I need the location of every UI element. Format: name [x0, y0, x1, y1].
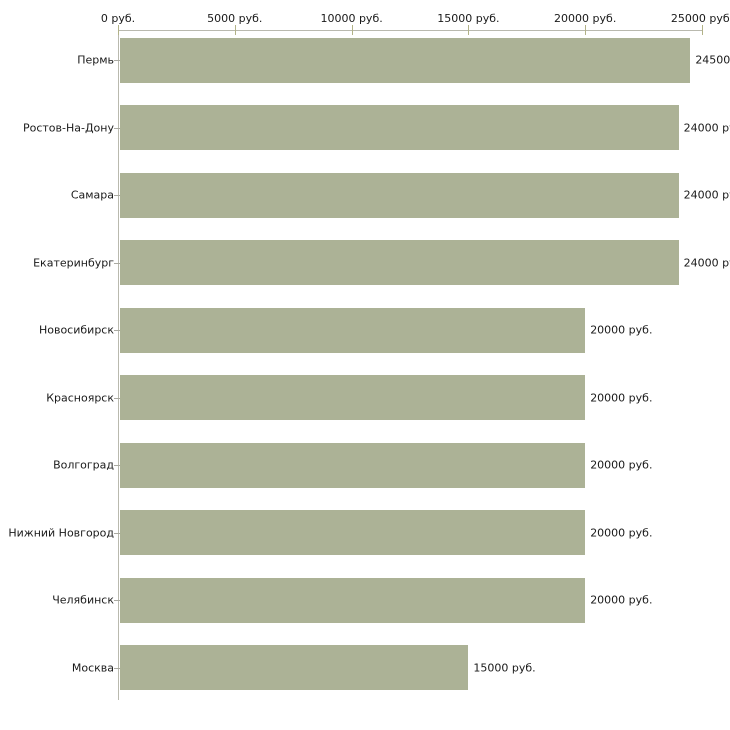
y-axis-tick — [114, 60, 123, 61]
x-axis-tick-label: 20000 руб. — [554, 12, 617, 25]
category-label: Пермь — [77, 53, 114, 67]
category-label: Екатеринбург — [33, 256, 114, 269]
bar — [120, 105, 679, 150]
y-axis-tick — [114, 195, 123, 196]
y-axis-line — [118, 30, 119, 700]
x-axis-tick — [468, 25, 470, 35]
x-axis-tick-label: 15000 руб. — [437, 12, 500, 25]
bar-row: Красноярск 20000 руб. — [0, 375, 730, 420]
bar — [120, 375, 586, 420]
bar-row: Самара 24000 руб. — [0, 172, 730, 218]
x-axis-tick-label: 25000 руб. — [670, 12, 730, 25]
y-axis-tick — [114, 397, 123, 399]
bar-row: Волгоград 20000 руб. — [0, 442, 730, 488]
y-axis-tick — [114, 532, 123, 534]
y-axis-tick — [114, 127, 123, 129]
x-axis-tick-label: 5000 руб. — [207, 12, 263, 25]
bar-row: Пермь 24500 руб. — [0, 37, 730, 83]
value-label: 24500 руб. — [695, 53, 730, 67]
bar-row: Ростов-На-Дону 24000 руб. — [0, 105, 730, 150]
bar — [120, 37, 691, 83]
bar-row: Новосибирск 20000 руб. — [0, 307, 730, 353]
bar — [120, 577, 586, 623]
value-label: 15000 руб. — [473, 661, 536, 674]
x-axis-tick — [118, 25, 119, 35]
x-axis-line — [118, 30, 702, 31]
category-label: Новосибирск — [38, 323, 114, 337]
y-axis-tick — [114, 600, 123, 601]
bar — [120, 645, 469, 690]
category-label: Волгоград — [53, 458, 114, 472]
x-axis-tick — [351, 25, 353, 35]
x-axis-tick — [234, 25, 236, 35]
category-label: Москва — [71, 661, 114, 674]
bar — [120, 510, 586, 555]
bar — [120, 240, 679, 285]
category-label: Челябинск — [52, 593, 114, 607]
bar — [120, 307, 586, 353]
value-label: 20000 руб. — [590, 391, 653, 404]
bar — [120, 172, 679, 218]
bar-row: Нижний Новгород 20000 руб. — [0, 510, 730, 555]
value-label: 20000 руб. — [590, 593, 653, 607]
value-label: 20000 руб. — [590, 458, 653, 472]
category-label: Самара — [70, 188, 114, 202]
value-label: 20000 руб. — [590, 323, 653, 337]
x-axis-tick-label: 0 руб. — [100, 12, 136, 25]
value-label: 24000 руб. — [683, 256, 730, 269]
category-label: Нижний Новгород — [8, 526, 114, 539]
y-axis-tick — [114, 465, 123, 466]
x-axis-tick — [585, 25, 587, 35]
x-axis-tick — [702, 25, 703, 35]
value-label: 24000 руб. — [683, 188, 730, 202]
y-axis-tick — [114, 262, 123, 264]
y-axis-tick — [114, 330, 123, 331]
bar — [120, 442, 586, 488]
bar-row: Москва 15000 руб. — [0, 645, 730, 690]
bar-row: Екатеринбург 24000 руб. — [0, 240, 730, 285]
value-label: 24000 руб. — [683, 121, 730, 134]
x-axis-tick-label: 10000 руб. — [320, 12, 383, 25]
y-axis-tick — [114, 667, 123, 669]
category-label: Красноярск — [46, 391, 114, 404]
category-label: Ростов-На-Дону — [22, 121, 114, 134]
value-label: 20000 руб. — [590, 526, 653, 539]
bar-row: Челябинск 20000 руб. — [0, 577, 730, 623]
